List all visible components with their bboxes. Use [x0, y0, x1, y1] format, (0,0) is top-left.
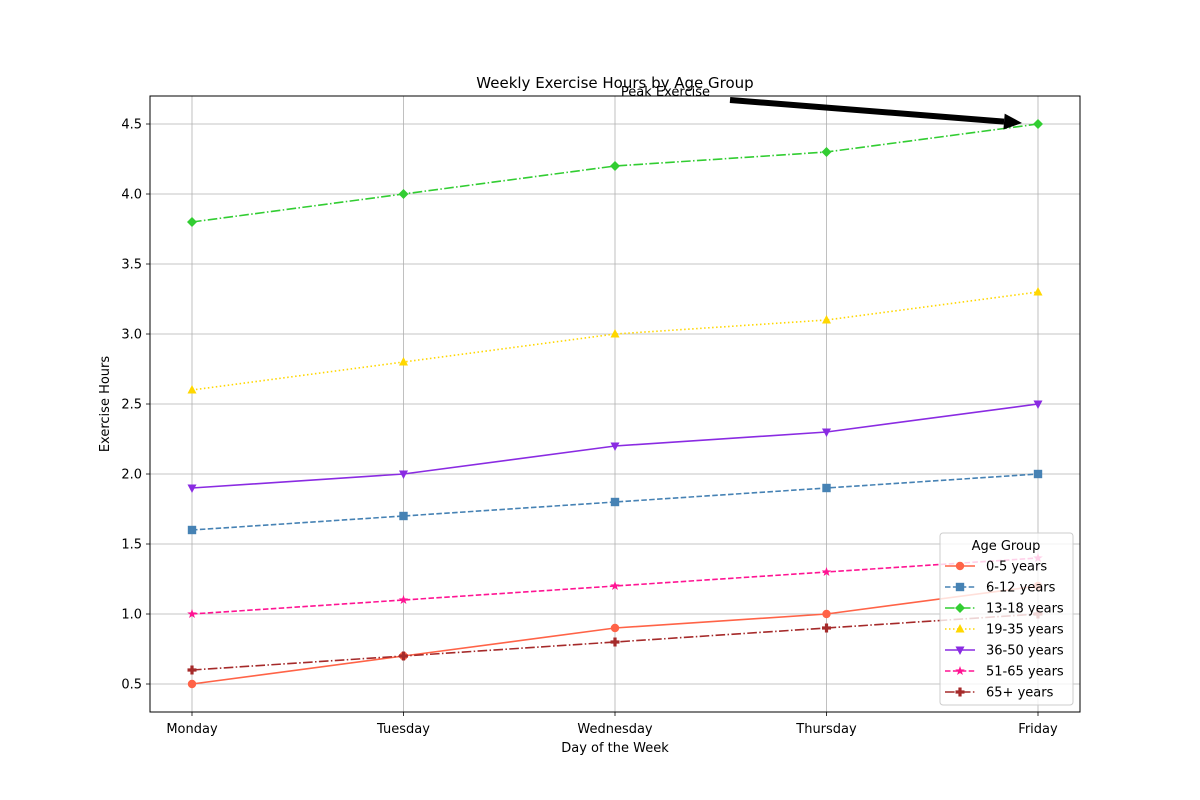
legend-entry: 36-50 years: [945, 644, 1064, 659]
x-tick-label: Thursday: [795, 722, 857, 737]
legend-entries: 0-5 years 6-12 years 13-18 years 19-35 year…: [945, 560, 1064, 701]
y-tick-label: 1.0: [121, 608, 142, 623]
data-point: [822, 428, 831, 437]
series-group: [187, 119, 1043, 227]
data-point: [610, 442, 620, 451]
data-point: [399, 357, 408, 366]
data-point: [1033, 287, 1043, 296]
x-tick-label: Friday: [1018, 722, 1058, 737]
x-tick-label: Wednesday: [577, 722, 653, 737]
legend-label: 36-50 years: [986, 644, 1064, 659]
data-point: [187, 609, 197, 619]
data-point: [187, 385, 197, 394]
data-point: [822, 483, 831, 493]
data-point: [1033, 400, 1043, 409]
legend-label: 6-12 years: [986, 581, 1056, 596]
annotation-arrow-shaft: [729, 97, 1005, 125]
series-line: [191, 613, 1039, 671]
legend-entry: 19-35 years: [945, 623, 1064, 638]
data-point: [1033, 119, 1043, 129]
x-axis-label: Day of the Week: [561, 741, 669, 756]
legend-label: 0-5 years: [986, 560, 1047, 575]
legend-entry: 65+ years: [945, 686, 1054, 701]
data-point: [399, 470, 408, 479]
data-point: [187, 484, 197, 493]
series-group: [187, 287, 1043, 394]
annotation-arrow-head: [1003, 113, 1022, 130]
x-axis-ticks: Monday Tuesday Wednesday Thursday Friday: [166, 712, 1058, 737]
y-tick-label: 4.5: [121, 118, 142, 133]
series-layer: [187, 119, 1043, 689]
data-point: [822, 315, 831, 324]
legend-entry: 13-18 years: [945, 602, 1064, 617]
data-point: [399, 511, 408, 521]
y-tick-label: 2.5: [121, 398, 142, 413]
y-tick-label: 1.5: [121, 538, 142, 553]
data-point: [610, 623, 620, 633]
y-tick-label: 3.5: [121, 258, 142, 273]
legend-box: [939, 532, 1074, 706]
annotation-layer: Peak Exercise: [621, 85, 1022, 130]
legend-label: 51-65 years: [986, 665, 1064, 680]
annotation-label: Peak Exercise: [621, 85, 710, 100]
legend-swatch-marker: [955, 624, 965, 633]
data-point: [821, 147, 832, 157]
legend-swatch-marker: [955, 646, 965, 655]
legend-swatch-marker: [955, 666, 965, 676]
y-tick-label: 4.0: [121, 188, 142, 203]
chart-title: Weekly Exercise Hours by Age Group: [476, 74, 753, 92]
legend-swatch-marker: [955, 603, 965, 613]
y-tick-label: 3.0: [121, 328, 142, 343]
legend-entry: 0-5 years: [945, 560, 1047, 575]
data-point: [610, 637, 620, 647]
legend-entry: 51-65 years: [945, 665, 1064, 680]
data-point: [610, 497, 620, 507]
data-point: [398, 189, 409, 199]
legend-swatch-marker: [955, 582, 965, 592]
legend-entry: 6-12 years: [945, 581, 1056, 596]
data-point: [187, 665, 197, 675]
legend-swatch-marker: [955, 561, 965, 571]
legend-label: 65+ years: [986, 686, 1054, 701]
series-group: [187, 469, 1043, 535]
legend-swatch-marker: [955, 687, 965, 697]
legend-title: Age Group: [972, 539, 1041, 554]
data-point: [822, 623, 831, 633]
legend-label: 13-18 years: [986, 602, 1064, 617]
data-point: [187, 679, 197, 689]
series-group: [187, 400, 1043, 493]
legend: Age Group 0-5 years 6-12 years 13-18 years…: [939, 532, 1074, 706]
data-point: [821, 567, 832, 577]
data-point: [610, 581, 620, 591]
y-tick-label: 0.5: [121, 678, 142, 693]
data-point: [187, 217, 197, 227]
y-axis-ticks: 0.5 1.0 1.5 2.0 2.5 3.0 3.5 4.0 4.5: [121, 118, 150, 693]
x-tick-label: Monday: [166, 722, 218, 737]
data-point: [187, 525, 197, 535]
data-point: [610, 161, 620, 171]
legend-label: 19-35 years: [986, 623, 1064, 638]
data-point: [399, 651, 408, 661]
data-point: [822, 609, 831, 619]
data-point: [1033, 469, 1043, 479]
data-point: [610, 329, 620, 338]
data-point: [398, 595, 409, 605]
x-tick-label: Tuesday: [376, 722, 430, 737]
y-axis-label: Exercise Hours: [98, 356, 113, 453]
y-tick-label: 2.0: [121, 468, 142, 483]
